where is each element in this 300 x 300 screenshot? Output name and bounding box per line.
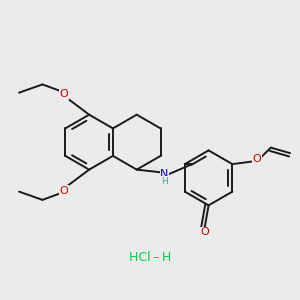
Text: O: O	[200, 227, 209, 237]
Text: N: N	[160, 169, 169, 179]
Text: O: O	[60, 89, 69, 99]
Text: O: O	[60, 186, 69, 196]
Text: HCl – H: HCl – H	[129, 251, 171, 265]
Text: H: H	[161, 177, 168, 186]
Text: O: O	[253, 154, 261, 164]
